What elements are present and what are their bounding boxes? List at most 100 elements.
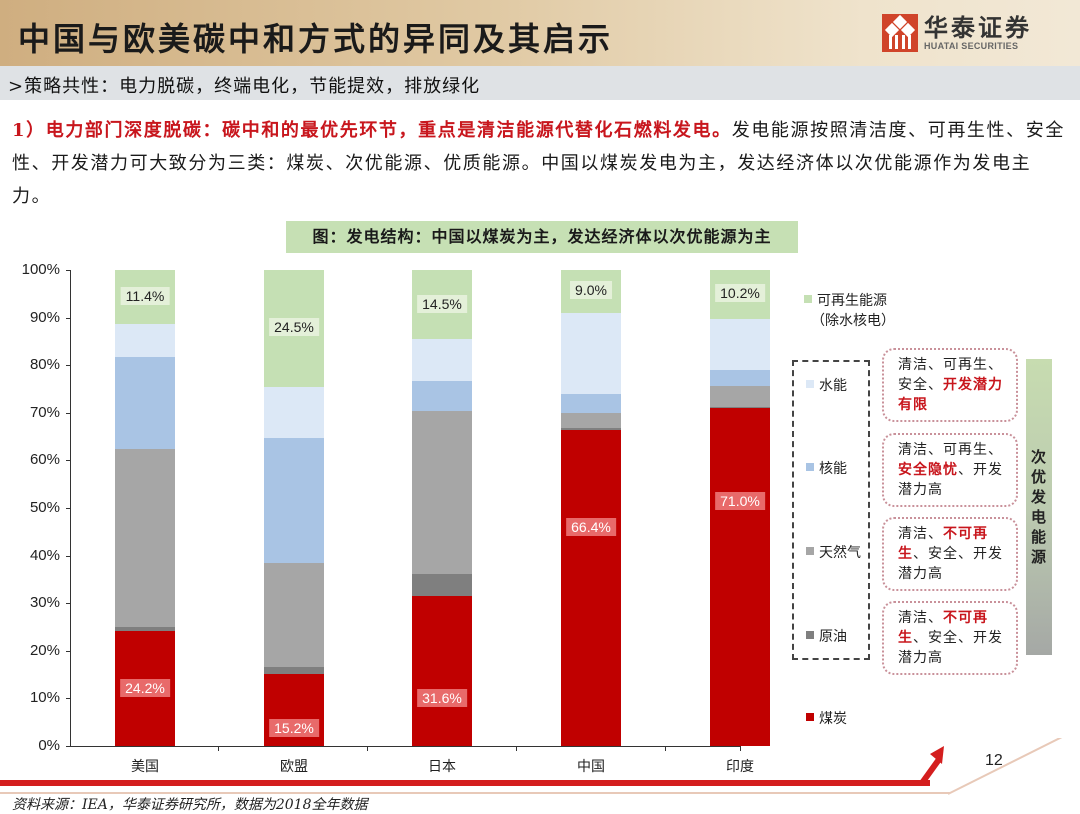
note-gas: 清洁、不可再生、安全、开发潜力高 [882,517,1018,591]
slide-header: 中国与欧美碳中和方式的异同及其启示 华泰证券 HUATAI SECURITIES [0,0,1080,66]
bar-segment [264,666,324,674]
bar-segment [561,312,621,394]
bar-segment: 15.2% [264,673,324,746]
note-text: 、开发潜力高 [898,462,1003,498]
y-tick-label: 60% [29,451,60,469]
secondary-energy-group-box [792,360,870,660]
bar-segment [561,412,621,429]
data-label: 15.2% [269,718,319,737]
bar-3: 66.4% 9.0% [561,270,621,746]
bar-segment [115,627,175,631]
body-text: 发电能源按照清洁度、可再生性、安全性、开发潜力可大致分为三类：煤炭、次优能源、优… [12,120,1065,207]
note-highlight: 不可再生 [898,610,988,646]
y-tick-label: 50% [29,499,60,516]
y-tick [66,746,71,747]
legend-label-nuclear: 核能 [819,461,847,477]
legend-oil: 原油 [806,626,847,646]
bar-1: 15.2% 24.5% [264,270,324,746]
x-tick [740,746,741,751]
bar-segment: 31.6% [412,595,472,746]
x-category-label: 中国 [577,759,605,775]
y-tick [66,365,71,367]
strategy-subheader: >策略共性：电力脱碳，终端电化，节能提效，排放绿化 [0,66,1080,100]
bar-segment: 11.4% [115,270,175,325]
data-label: 24.2% [120,679,170,698]
legend-label-renewable: 可再生能源 [817,293,887,309]
x-tick [516,746,517,751]
data-label: 9.0% [570,281,612,300]
legend-label-hydro: 水能 [819,378,847,394]
note-oil: 清洁、不可再生、安全、开发潜力高 [882,601,1018,675]
legend-swatch-hydro [806,380,814,388]
logo-chinese-text: 华泰证券 [924,14,1032,42]
y-tick [66,603,71,605]
bar-segment [115,357,175,449]
note-nuclear: 清洁、可再生、安全隐忧、开发潜力高 [882,433,1018,507]
bar-segment: 14.5% [412,270,472,340]
legend-label-gas: 天然气 [819,545,861,561]
y-tick-label: 20% [29,641,60,659]
x-category-label: 美国 [131,759,159,775]
data-label: 14.5% [417,294,467,313]
data-label: 11.4% [120,287,170,306]
y-tick-label: 0% [38,737,60,754]
data-label: 24.5% [269,318,319,337]
bar-segment: 10.2% [710,270,770,319]
y-tick-label: 10% [29,689,60,707]
subheader-text: >策略共性：电力脱碳，终端电化，节能提效，排放绿化 [8,76,481,97]
y-tick [66,460,71,462]
bar-segment [710,318,770,370]
y-tick [66,650,71,652]
legend-hydro: 水能 [806,375,847,395]
source-note: 资料来源：IEA，华泰证券研究所，数据为2018全年数据 [12,797,368,813]
note-hydro: 清洁、可再生、安全、开发潜力有限 [882,348,1018,422]
bar-segment [264,386,324,439]
note-highlight: 开发潜力有限 [898,377,1003,413]
y-tick-label: 70% [29,403,60,421]
body-highlight: 1）电力部门深度脱碳：碳中和的最优先环节，重点是清洁能源代替化石燃料发电。 [12,120,732,141]
legend-nuclear: 核能 [806,458,847,478]
data-label: 66.4% [566,517,616,536]
legend-swatch-coal [806,713,814,721]
legend-renewable: 可再生能源 （除水核电） [804,290,895,330]
bar-segment [710,386,770,408]
secondary-energy-side-label: 次优发电能源 [1026,359,1052,655]
y-tick [66,317,71,319]
x-category-label: 印度 [726,759,754,775]
bar-2: 31.6% 14.5% [412,270,472,746]
y-tick [66,555,71,557]
side-label-text: 次优发电能源 [1031,448,1047,566]
legend-coal: 煤炭 [806,708,847,728]
legend-swatch-nuclear [806,463,814,471]
bar-segment [710,407,770,409]
x-axis [70,746,740,747]
note-text: 、安全、开发潜力高 [898,630,1003,666]
legend-label-renewable-sub: （除水核电） [811,313,895,329]
legend-gas: 天然气 [806,542,861,562]
y-tick [66,508,71,509]
page-number: 12 [985,752,1003,769]
y-tick-label: 100% [21,261,60,278]
data-label: 71.0% [715,492,765,511]
x-category-label: 欧盟 [280,759,308,775]
footer-arrow-icon [900,738,1063,795]
huatai-logo-icon [882,14,918,52]
bar-segment: 66.4% [561,429,621,746]
bar-segment [264,438,324,564]
legend-swatch-renewable [804,295,812,303]
note-text: 清洁、 [898,610,943,626]
y-tick [66,698,71,700]
stacked-bar-chart: 0% 10% 20% 30% 40% 50% 60% 70% 80% 90% 100% 24.2% 1… [0,260,790,780]
legend-swatch-gas [806,547,814,555]
bar-segment [412,573,472,596]
footer-line [0,792,950,794]
bar-segment [412,380,472,411]
bar-segment [412,339,472,381]
bar-4: 71.0% 10.2% [710,270,770,746]
note-text: 清洁、可再生、 [898,442,1003,458]
bar-segment [561,393,621,413]
bar-segment: 24.5% [264,270,324,387]
figure-title: 图：发电结构：中国以煤炭为主，发达经济体以次优能源为主 [286,221,798,253]
legend-swatch-oil [806,631,814,639]
bar-segment [710,370,770,387]
